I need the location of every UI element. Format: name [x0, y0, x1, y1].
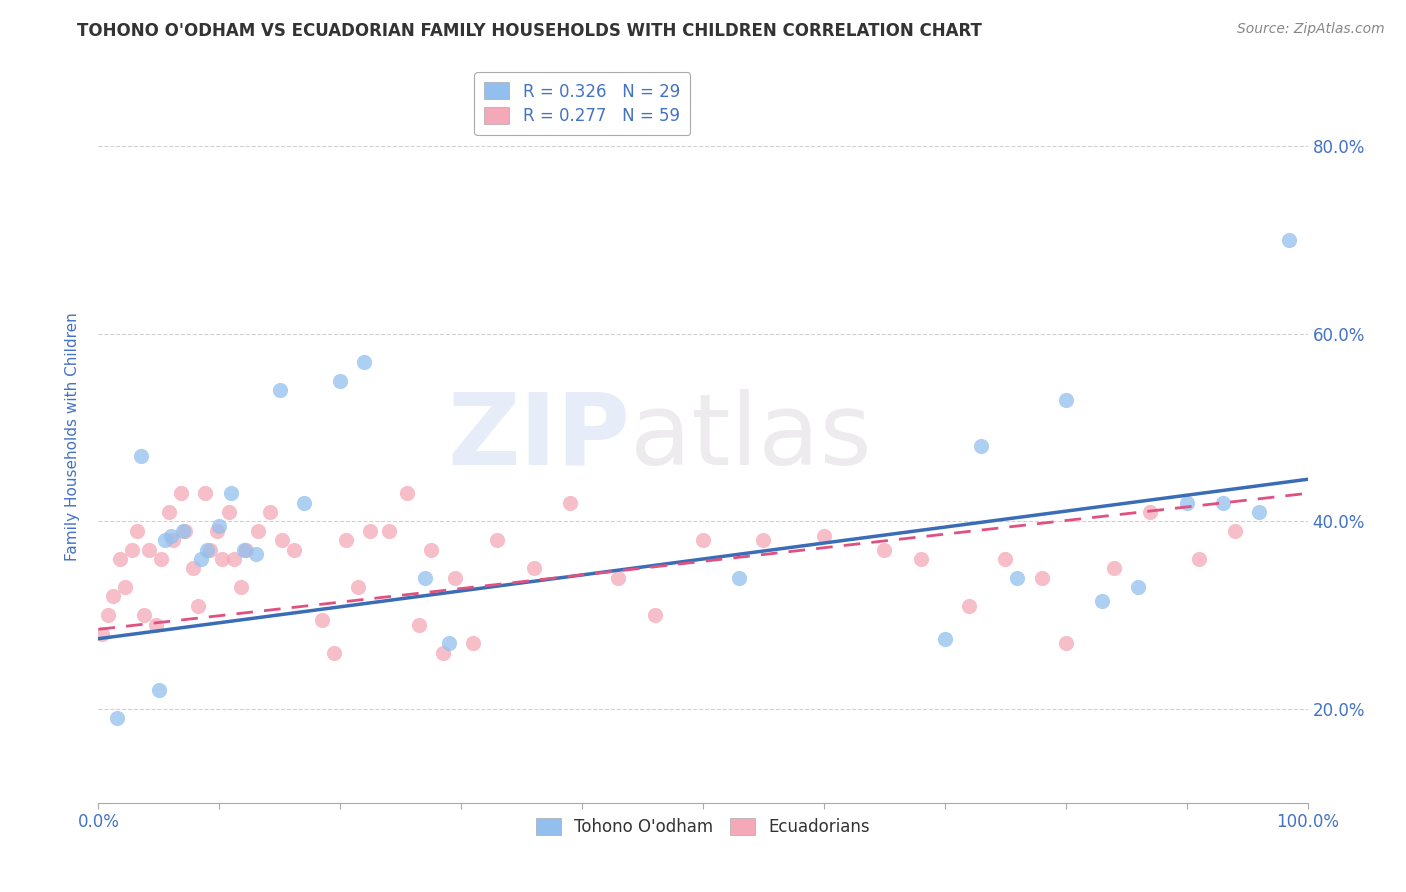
- Point: [229, 580, 252, 594]
- Point: [486, 533, 509, 548]
- Point: [148, 683, 170, 698]
- Point: [1175, 496, 1198, 510]
- Point: [134, 608, 156, 623]
- Point: [377, 524, 399, 538]
- Point: [232, 542, 254, 557]
- Point: [910, 552, 932, 566]
- Point: [1054, 392, 1077, 407]
- Point: [150, 552, 173, 566]
- Point: [145, 617, 167, 632]
- Point: [1128, 580, 1150, 594]
- Point: [169, 486, 191, 500]
- Point: [174, 524, 197, 538]
- Point: [1102, 561, 1125, 575]
- Point: [172, 524, 194, 538]
- Point: [198, 542, 221, 557]
- Point: [114, 580, 136, 594]
- Point: [235, 542, 257, 557]
- Point: [195, 542, 218, 557]
- Point: [523, 561, 546, 575]
- Point: [813, 528, 835, 542]
- Point: [121, 542, 143, 557]
- Point: [607, 571, 630, 585]
- Point: [153, 533, 176, 548]
- Point: [1139, 505, 1161, 519]
- Point: [1188, 552, 1211, 566]
- Point: [157, 505, 180, 519]
- Text: TOHONO O'ODHAM VS ECUADORIAN FAMILY HOUSEHOLDS WITH CHILDREN CORRELATION CHART: TOHONO O'ODHAM VS ECUADORIAN FAMILY HOUS…: [77, 22, 983, 40]
- Point: [91, 627, 114, 641]
- Point: [413, 571, 436, 585]
- Point: [420, 542, 443, 557]
- Point: [162, 533, 184, 548]
- Point: [432, 646, 454, 660]
- Point: [292, 496, 315, 510]
- Point: [283, 542, 305, 557]
- Point: [970, 440, 993, 454]
- Text: ZIP: ZIP: [447, 389, 630, 485]
- Point: [323, 646, 346, 660]
- Point: [218, 505, 240, 519]
- Point: [395, 486, 418, 500]
- Text: Source: ZipAtlas.com: Source: ZipAtlas.com: [1237, 22, 1385, 37]
- Point: [437, 636, 460, 650]
- Point: [994, 552, 1017, 566]
- Point: [934, 632, 956, 646]
- Point: [1031, 571, 1053, 585]
- Point: [181, 561, 204, 575]
- Point: [1212, 496, 1234, 510]
- Point: [97, 608, 120, 623]
- Point: [1091, 594, 1114, 608]
- Point: [353, 355, 375, 369]
- Point: [311, 613, 333, 627]
- Point: [222, 552, 245, 566]
- Point: [329, 374, 352, 388]
- Point: [463, 636, 485, 650]
- Legend: Tohono O'odham, Ecuadorians: Tohono O'odham, Ecuadorians: [526, 807, 880, 846]
- Point: [187, 599, 209, 613]
- Point: [127, 524, 149, 538]
- Point: [1223, 524, 1246, 538]
- Point: [347, 580, 370, 594]
- Point: [138, 542, 160, 557]
- Point: [1054, 636, 1077, 650]
- Point: [360, 524, 382, 538]
- Point: [335, 533, 357, 548]
- Text: atlas: atlas: [630, 389, 872, 485]
- Point: [247, 524, 270, 538]
- Point: [1007, 571, 1029, 585]
- Point: [245, 547, 267, 561]
- Point: [728, 571, 751, 585]
- Point: [108, 552, 131, 566]
- Point: [644, 608, 666, 623]
- Point: [957, 599, 980, 613]
- Point: [129, 449, 152, 463]
- Point: [205, 524, 228, 538]
- Point: [259, 505, 281, 519]
- Point: [873, 542, 896, 557]
- Point: [190, 552, 212, 566]
- Point: [1278, 233, 1301, 247]
- Point: [408, 617, 430, 632]
- Point: [1249, 505, 1271, 519]
- Point: [752, 533, 775, 548]
- Y-axis label: Family Households with Children: Family Households with Children: [65, 313, 80, 561]
- Point: [208, 519, 231, 533]
- Point: [160, 528, 183, 542]
- Point: [692, 533, 714, 548]
- Point: [211, 552, 233, 566]
- Point: [105, 711, 128, 725]
- Point: [269, 383, 291, 397]
- Point: [558, 496, 581, 510]
- Point: [101, 590, 124, 604]
- Point: [194, 486, 217, 500]
- Point: [271, 533, 294, 548]
- Point: [221, 486, 243, 500]
- Point: [444, 571, 467, 585]
